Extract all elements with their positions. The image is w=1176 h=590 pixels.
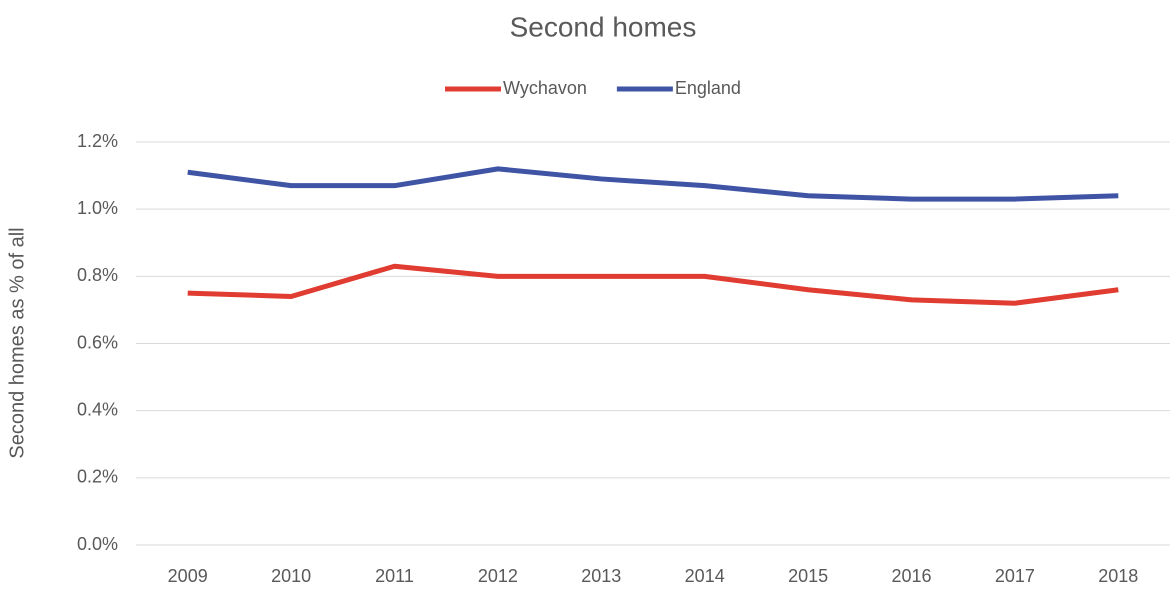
y-axis-label: Second homes as % of all xyxy=(6,227,28,458)
legend-label: Wychavon xyxy=(503,78,587,98)
x-tick-label: 2018 xyxy=(1098,566,1138,586)
y-tick-label: 0.4% xyxy=(77,399,118,419)
x-tick-label: 2015 xyxy=(788,566,828,586)
y-tick-label: 1.2% xyxy=(77,131,118,151)
x-tick-label: 2012 xyxy=(478,566,518,586)
legend-label: England xyxy=(675,78,741,98)
x-tick-label: 2016 xyxy=(891,566,931,586)
y-tick-label: 0.2% xyxy=(77,467,118,487)
line-series xyxy=(187,263,1119,306)
chart-title: Second homes xyxy=(510,11,697,42)
x-tick-label: 2009 xyxy=(168,566,208,586)
y-tick-label: 1.0% xyxy=(77,198,118,218)
x-tick-label: 2013 xyxy=(581,566,621,586)
x-tick-label: 2017 xyxy=(995,566,1035,586)
y-tick-label: 0.8% xyxy=(77,265,118,285)
y-tick-label: 0.6% xyxy=(77,332,118,352)
x-tick-label: 2011 xyxy=(375,566,414,586)
x-tick-label: 2014 xyxy=(685,566,725,586)
x-tick-label: 2010 xyxy=(271,566,311,586)
y-tick-label: 0.0% xyxy=(77,534,118,554)
line-series xyxy=(187,166,1119,202)
